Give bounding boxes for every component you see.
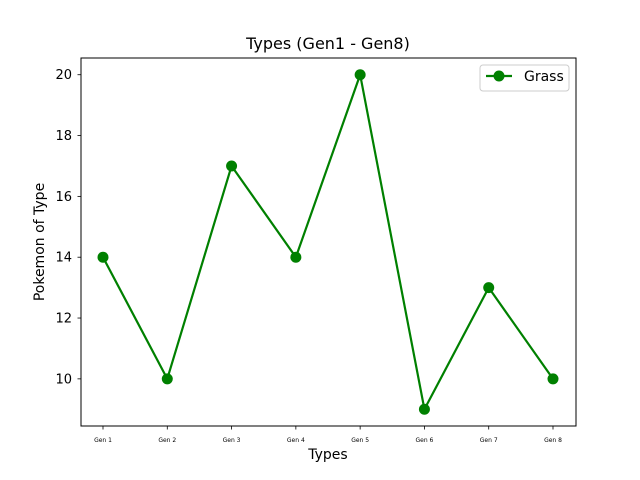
x-tick-label: Gen 3: [223, 437, 241, 444]
data-point: [290, 251, 302, 263]
x-tick-label: Gen 5: [351, 437, 369, 444]
data-point: [547, 373, 559, 385]
x-tick-label: Gen 8: [544, 437, 562, 444]
x-tick-label: Gen 7: [480, 437, 498, 444]
x-tick-label: Gen 1: [94, 437, 112, 444]
series-line-grass: [102, 73, 554, 411]
y-tick-label: 12: [55, 312, 72, 327]
y-axis-label: Pokemon of Type: [32, 183, 48, 301]
data-point: [418, 403, 430, 415]
x-axis-label: Types: [307, 447, 347, 463]
x-tick-label: Gen 4: [287, 437, 305, 444]
y-tick-label: 16: [55, 190, 72, 205]
chart-title: Types (Gen1 - Gen8): [245, 34, 410, 53]
x-tick-label: Gen 6: [415, 437, 433, 444]
legend-frame: [479, 64, 570, 92]
y-tick-label: 18: [55, 129, 72, 144]
x-axis-ticks: Gen 1 Gen 2 Gen 3 Gen 4 Gen 5 Gen 6 Gen 7 Gen 8: [94, 426, 562, 444]
legend: Grass: [479, 64, 570, 92]
y-axis-ticks: 10 12 14 16 18 20: [55, 68, 81, 387]
y-tick-label: 14: [55, 251, 72, 266]
series-layer: [97, 69, 559, 415]
plot-area-frame: [80, 57, 577, 427]
data-point: [354, 69, 366, 81]
data-point: [226, 160, 238, 172]
legend-grass-marker: [493, 70, 505, 82]
data-point: [161, 373, 173, 385]
x-tick-label: Gen 2: [158, 437, 176, 444]
data-point: [483, 282, 495, 294]
y-tick-label: 10: [55, 372, 72, 387]
y-tick-label: 20: [55, 68, 72, 83]
legend-grass-label: Grass: [524, 69, 564, 85]
data-point: [97, 251, 109, 263]
